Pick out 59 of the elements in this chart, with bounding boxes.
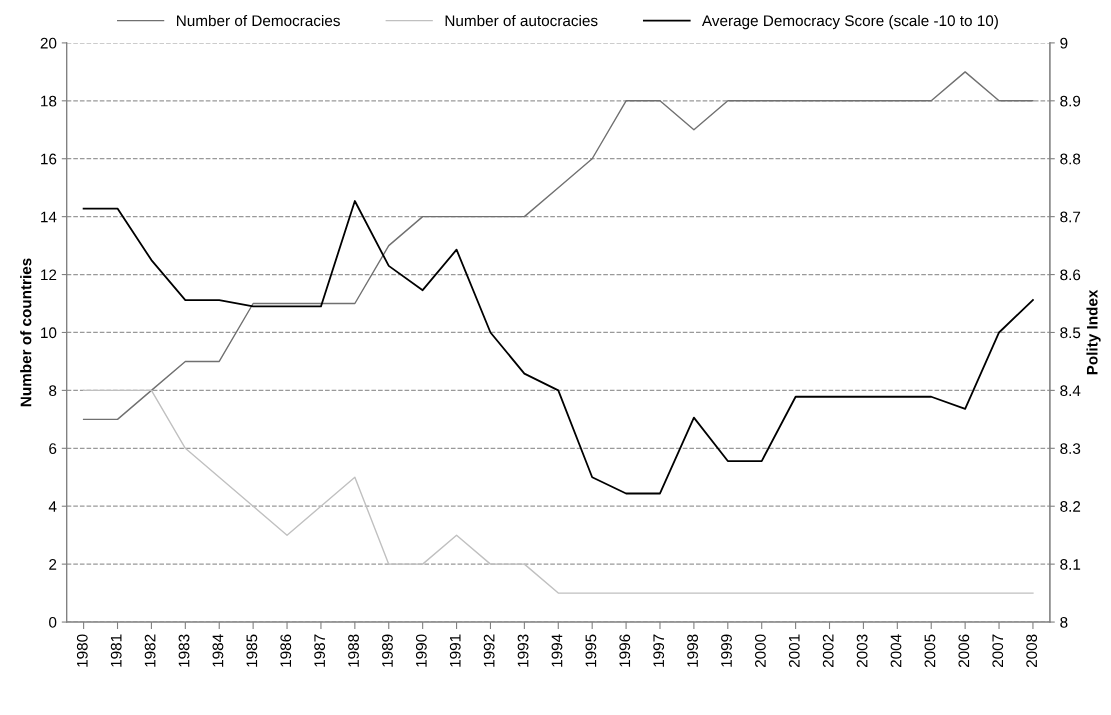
y2-tick-label: 8.6 xyxy=(1060,269,1081,281)
x-tick-label: 1981 xyxy=(110,634,122,667)
x-tick-label: 1987 xyxy=(314,634,326,667)
x-tick-label: 1984 xyxy=(212,634,224,667)
x-tick-label: 1999 xyxy=(721,634,732,667)
x-tick-label: 2005 xyxy=(924,634,936,668)
y2-tick-label: 8.4 xyxy=(1060,385,1081,397)
x-tick-label: 2000 xyxy=(754,634,766,668)
legend-label: Number of Democracies xyxy=(177,14,340,27)
y-tick-label: 0 xyxy=(49,616,57,628)
x-tick-label: 1991 xyxy=(449,634,461,667)
x-tick-label: 1990 xyxy=(415,634,427,667)
y2-tick-label: 9 xyxy=(1060,37,1068,49)
y-tick-label: 14 xyxy=(41,211,57,223)
x-tick-label: 2003 xyxy=(856,634,868,668)
y-axis-title: Number of countries xyxy=(20,258,32,407)
y2-tick-label: 8.2 xyxy=(1060,501,1081,512)
x-tick-label: 1997 xyxy=(653,634,665,667)
x-tick-label: 1985 xyxy=(246,634,258,667)
legend-label: Average Democracy Score (scale -10 to 10) xyxy=(701,14,998,30)
line-series xyxy=(82,389,1034,594)
y2-axis-title: Polity Index xyxy=(1086,289,1101,375)
x-tick-label: 1996 xyxy=(619,634,631,667)
y-tick-label: 2 xyxy=(49,559,57,570)
y-tick-label: 12 xyxy=(41,269,57,281)
y-tick-label: 20 xyxy=(40,37,57,49)
y2-tick-label: 8.5 xyxy=(1060,327,1081,339)
x-tick-label: 1983 xyxy=(178,634,190,667)
x-tick-label: 2001 xyxy=(788,634,800,668)
y-tick-label: 16 xyxy=(41,153,57,165)
y-tick-label: 10 xyxy=(41,327,57,339)
x-tick-label: 1989 xyxy=(382,634,393,667)
y2-tick-label: 8.1 xyxy=(1060,559,1081,570)
y-tick-label: 18 xyxy=(41,95,57,107)
y2-tick-label: 8.3 xyxy=(1060,443,1081,454)
legend-label: Number of autocracies xyxy=(445,14,598,27)
x-tick-label: 1993 xyxy=(517,634,529,667)
x-tick-label: 2006 xyxy=(958,634,970,668)
x-tick-label: 2008 xyxy=(1026,634,1038,668)
y-tick-label: 8 xyxy=(49,385,57,397)
x-tick-label: 1994 xyxy=(551,634,563,667)
x-tick-label: 1980 xyxy=(76,634,88,667)
y-tick-label: 6 xyxy=(49,443,57,454)
x-tick-label: 2002 xyxy=(822,634,834,668)
y2-tick-label: 8.9 xyxy=(1060,95,1081,107)
y2-tick-label: 8.7 xyxy=(1060,211,1081,223)
x-tick-label: 1986 xyxy=(280,634,292,667)
y2-tick-label: 8.8 xyxy=(1060,153,1081,165)
x-tick-label: 1982 xyxy=(144,634,156,667)
line-series xyxy=(82,200,1034,495)
x-tick-label: 1988 xyxy=(348,634,359,667)
x-tick-label: 1992 xyxy=(483,634,495,667)
x-tick-label: 2004 xyxy=(890,634,902,668)
y-tick-label: 4 xyxy=(48,501,57,512)
x-tick-label: 2007 xyxy=(992,634,1004,668)
y2-tick-label: 8 xyxy=(1060,616,1068,628)
x-tick-label: 1998 xyxy=(687,634,698,667)
line-series xyxy=(82,71,1034,421)
x-tick-label: 1995 xyxy=(585,634,597,667)
